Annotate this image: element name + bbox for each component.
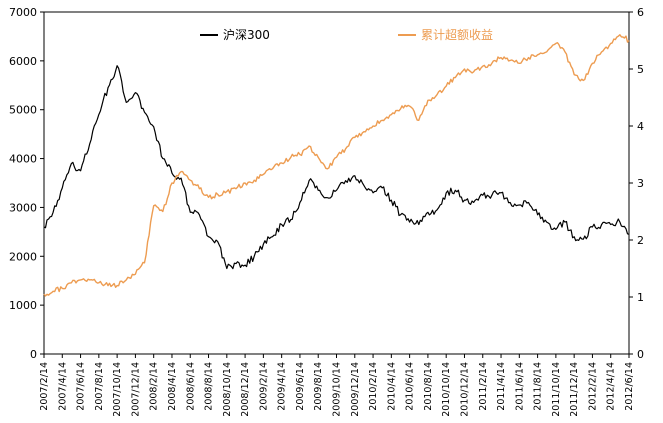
x-axis-tick-label: 2009/12/14 [350, 362, 361, 417]
x-axis-tick-label: 2009/2/14 [258, 362, 269, 411]
excess-return-legend-swatch [398, 33, 416, 36]
x-axis-tick-label: 2011/12/14 [569, 362, 580, 417]
x-axis-tick-label: 2008/4/14 [167, 362, 178, 411]
x-axis-tick-label: 2007/2/14 [39, 362, 50, 411]
x-axis-tick-label: 2007/4/14 [57, 362, 68, 411]
x-axis-tick-label: 2012/6/14 [624, 362, 635, 411]
left-axis-tick-label: 4000 [9, 153, 37, 166]
right-axis-tick-label: 3 [637, 177, 644, 190]
csi300-series-line [43, 65, 630, 270]
csi300-legend-swatch [200, 33, 218, 36]
x-axis-tick-label: 2008/2/14 [149, 362, 160, 411]
x-axis-tick-label: 2008/12/14 [240, 362, 251, 417]
x-axis-tick-label: 2011/6/14 [514, 362, 525, 411]
csi300-legend-label: 沪深300 [223, 28, 270, 42]
right-axis-tick-label: 6 [637, 6, 644, 19]
left-axis-tick-label: 2000 [9, 250, 37, 263]
x-axis-tick-label: 2010/2/14 [368, 362, 379, 411]
x-axis-tick-label: 2010/10/14 [441, 362, 452, 417]
right-axis: 0 1 2 3 4 5 6 [629, 6, 644, 361]
x-axis: 2007/2/14 2007/4/14 2007/6/14 2007/8/14 2007… [39, 354, 635, 417]
x-axis-tick-label: 2010/12/14 [459, 362, 470, 417]
x-axis-tick-label: 2008/10/14 [222, 362, 233, 417]
x-axis-tick-label: 2010/6/14 [405, 362, 416, 411]
excess-return-series-line [43, 34, 630, 297]
right-axis-tick-label: 2 [637, 234, 644, 247]
x-axis-tick-label: 2009/10/14 [332, 362, 343, 417]
x-axis-tick-label: 2010/4/14 [386, 362, 397, 411]
x-axis-tick-label: 2009/6/14 [295, 362, 306, 411]
x-axis-tick-label: 2011/10/14 [551, 362, 562, 417]
left-axis-tick-label: 0 [30, 348, 37, 361]
plot-frame [43, 11, 630, 355]
left-axis-tick-label: 1000 [9, 299, 37, 312]
x-axis-tick-label: 2009/8/14 [313, 362, 324, 411]
right-axis-tick-label: 5 [637, 63, 644, 76]
left-axis-tick-label: 6000 [9, 55, 37, 68]
legend-item-excess-return: 累计超额收益 [398, 26, 493, 43]
x-axis-tick-label: 2010/8/14 [423, 362, 434, 411]
excess-return-legend-label: 累计超额收益 [421, 28, 494, 42]
x-axis-tick-label: 2012/4/14 [606, 362, 617, 411]
x-axis-tick-label: 2011/4/14 [496, 362, 507, 411]
x-axis-tick-label: 2007/10/14 [112, 362, 123, 417]
x-axis-tick-label: 2008/8/14 [204, 362, 215, 411]
left-axis: 0 1000 2000 3000 4000 5000 6000 7000 [9, 6, 44, 361]
left-axis-tick-label: 5000 [9, 104, 37, 117]
x-axis-tick-label: 2008/6/14 [185, 362, 196, 411]
right-axis-tick-label: 1 [637, 291, 644, 304]
x-axis-tick-label: 2011/2/14 [478, 362, 489, 411]
right-axis-tick-label: 0 [637, 348, 644, 361]
x-axis-tick-label: 2007/8/14 [94, 362, 105, 411]
left-axis-tick-label: 3000 [9, 201, 37, 214]
x-axis-tick-label: 2012/2/14 [587, 362, 598, 411]
x-axis-tick-label: 2009/4/14 [277, 362, 288, 411]
x-axis-tick-label: 2011/8/14 [533, 362, 544, 411]
right-axis-tick-label: 4 [637, 120, 644, 133]
legend-item-csi300: 沪深300 [200, 26, 270, 43]
x-axis-tick-label: 2007/6/14 [76, 362, 87, 411]
left-axis-tick-label: 7000 [9, 6, 37, 19]
x-axis-tick-label: 2007/12/14 [130, 362, 141, 417]
